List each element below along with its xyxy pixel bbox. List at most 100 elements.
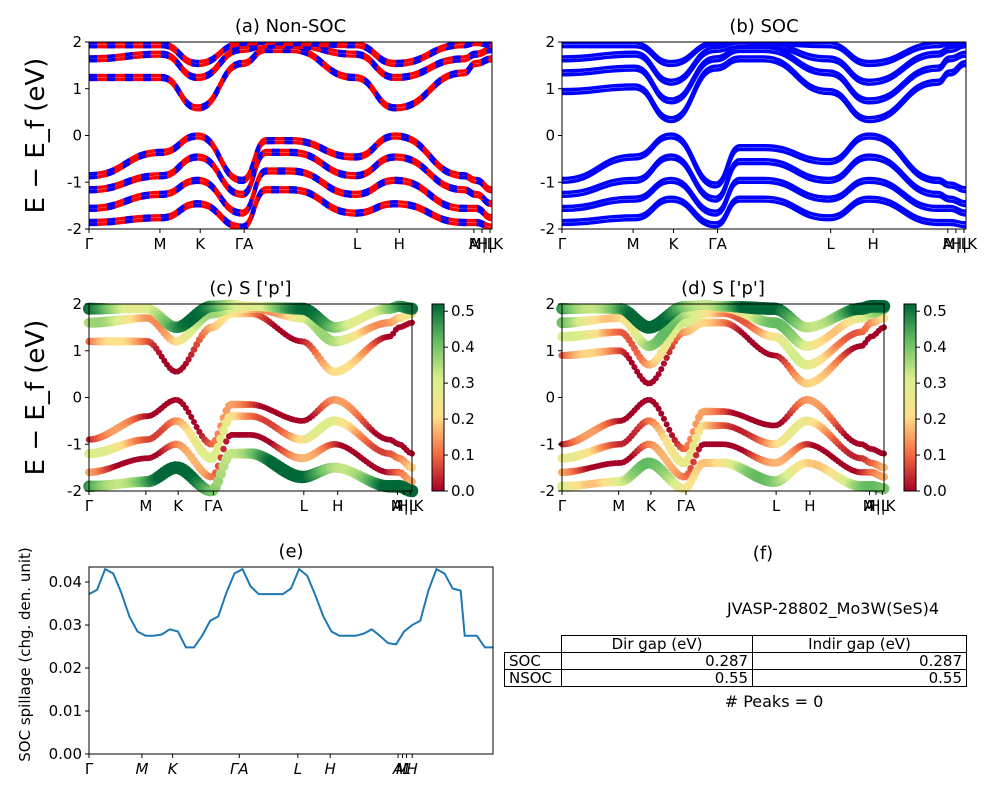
x-tick-label-d: L: [772, 497, 781, 515]
y-tick-label-e: 0.03: [49, 616, 82, 634]
x-tick-label-d: ΓA: [677, 497, 696, 515]
soc-indir-gap: 0.287: [752, 652, 967, 670]
band-line-a: [89, 136, 492, 194]
band-dot-c: [190, 346, 198, 353]
x-tick-label-a: A: [469, 235, 480, 253]
chart-title-b: (b) SOC: [729, 16, 798, 37]
y-axis-label-c: E − E_f (eV): [21, 320, 51, 476]
band-dot-c: [188, 414, 195, 421]
band-line-b: [562, 42, 966, 68]
x-tick-label-a: H: [394, 235, 405, 253]
colorbar-tick-label-c: 0.2: [451, 410, 475, 428]
x-tick-label-c: M: [139, 497, 152, 515]
x-tick-label-d: M|L: [863, 497, 890, 515]
x-tick-label-e: A: [392, 760, 403, 778]
chart-title-d: (d) S ['p']: [681, 278, 765, 299]
x-tick-label-b: A: [943, 235, 954, 253]
band-dot-d: [660, 415, 667, 422]
gap-table: Dir gap (eV) Indir gap (eV) SOC 0.287 0.…: [504, 635, 967, 687]
band-line-dashed-a: [89, 167, 492, 218]
band-line-b: [562, 153, 966, 204]
chart-title-c: (c) S ['p']: [209, 278, 291, 299]
band-line-b: [562, 44, 966, 86]
band-dot-c: [185, 356, 192, 363]
y-tick-label-c: 2: [72, 295, 82, 313]
band-line-dashed-a: [89, 44, 492, 82]
nsoc-indir-gap: 0.55: [752, 669, 967, 687]
colorbar-tick-label-c: 0.4: [451, 338, 475, 356]
x-tick-label-b: ΓA: [708, 235, 727, 253]
band-line-dashed-a: [89, 49, 492, 112]
x-tick-label-b: H: [867, 235, 878, 253]
band-line-dashed-a: [89, 42, 492, 64]
band-dots-d: [556, 299, 891, 495]
band-line-b: [562, 176, 966, 213]
y-tick-label-b: 2: [545, 33, 555, 51]
spillage-line: [88, 567, 493, 649]
x-tick-label-e: Γ: [85, 760, 94, 778]
row-label-nsoc: NSOC: [504, 669, 562, 687]
band-dot-d: [655, 405, 662, 412]
band-line-b: [562, 157, 966, 208]
table-row: NSOC 0.55 0.55: [504, 669, 967, 687]
band-line-dashed-a: [89, 132, 492, 190]
x-tick-label-e: M: [135, 760, 148, 778]
x-tick-label-e: M: [396, 760, 409, 778]
x-tick-label-c: ΓA: [204, 497, 223, 515]
band-lines-a: [89, 42, 492, 229]
band-dot-d: [692, 452, 700, 459]
band-line-dashed-a: [89, 148, 492, 204]
y-tick-label-d: 1: [545, 342, 555, 360]
x-tick-label-c: H|K: [397, 497, 424, 515]
band-line-dashed-a: [89, 189, 492, 229]
y-axis-label-a: E − E_f (eV): [21, 58, 51, 214]
x-tick-label-e: K: [168, 760, 179, 778]
x-tick-label-b: L: [826, 235, 835, 253]
colorbar-tick-label-c: 0.5: [451, 302, 475, 320]
colorbar-c: [431, 303, 445, 492]
y-tick-label-e: 0.00: [49, 745, 82, 763]
x-tick-label-c: K: [173, 497, 184, 515]
chart-title-f: (f): [753, 543, 773, 564]
x-tick-label-c: Γ: [85, 497, 94, 515]
x-tick-label-b: M: [627, 235, 640, 253]
colorbar-tick-label-d: 0.2: [923, 410, 947, 428]
band-dot-d: [660, 360, 668, 367]
band-dots-c: [82, 299, 419, 498]
y-tick-label-e: 0.04: [49, 573, 82, 591]
y-tick-label-a: -1: [67, 173, 82, 191]
x-tick-label-a: L: [353, 235, 362, 253]
x-tick-label-e: L: [402, 760, 410, 778]
x-tick-label-a: K: [195, 235, 206, 253]
x-tick-label-d: H|K: [869, 497, 896, 515]
x-tick-label-e: H: [325, 760, 336, 778]
band-dot-d: [631, 364, 638, 371]
axes-frame-e: [88, 566, 494, 755]
peaks-count: # Peaks = 0: [725, 692, 824, 711]
y-tick-label-e: 0.02: [49, 659, 82, 677]
y-tick-label-d: -2: [540, 482, 555, 500]
band-line-dashed-a: [89, 186, 492, 228]
band-dot-d: [655, 371, 662, 378]
band-dot-c: [218, 425, 229, 435]
x-tick-label-e: H: [407, 760, 418, 778]
x-tick-label-a: ΓA: [235, 235, 254, 253]
x-tick-label-c: M|L: [391, 497, 418, 515]
nsoc-dir-gap: 0.55: [560, 669, 754, 687]
y-tick-label-b: 0: [545, 127, 555, 145]
y-tick-label-c: 1: [72, 342, 82, 360]
y-tick-label-b: 1: [545, 80, 555, 98]
chart-title-a: (a) Non-SOC: [235, 16, 346, 37]
band-line-b: [562, 195, 966, 225]
y-tick-label-b: -2: [540, 220, 555, 238]
band-dot-c: [182, 404, 189, 411]
band-lines-b: [562, 42, 966, 229]
soc-dir-gap: 0.287: [560, 652, 754, 670]
band-line-b: [562, 49, 966, 105]
band-line-b: [562, 58, 966, 124]
x-tick-label-c: L: [300, 497, 309, 515]
band-dot-d: [628, 359, 635, 366]
row-label-soc: SOC: [504, 652, 562, 670]
